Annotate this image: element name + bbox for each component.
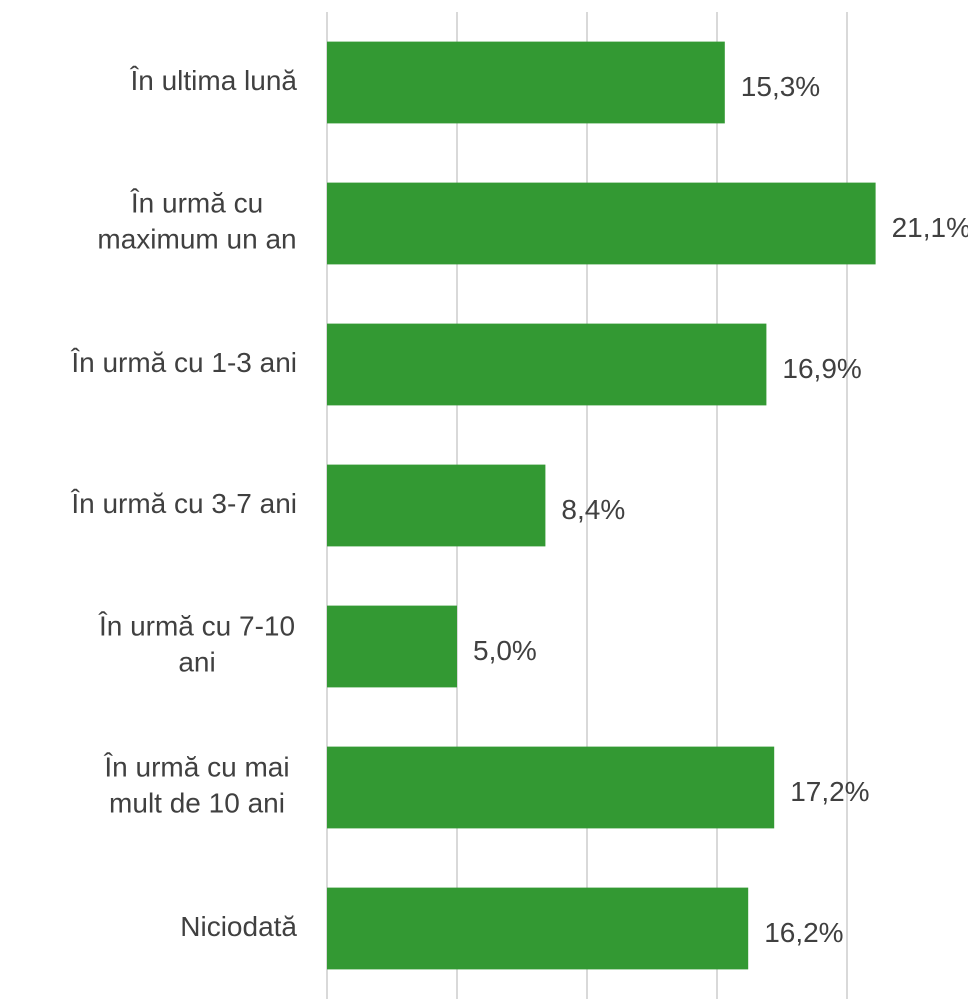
bar	[327, 41, 725, 124]
data-label: 16,2%	[764, 917, 843, 948]
data-label: 8,4%	[561, 494, 625, 525]
bar	[327, 605, 457, 688]
bar	[327, 182, 876, 265]
y-tick-label: În urmă cu mai mult de 10 ani	[103, 752, 289, 819]
bar	[327, 323, 767, 406]
y-tick-label: În urmă cu 1-3 ani	[70, 347, 297, 378]
bar	[327, 746, 775, 829]
data-label: 17,2%	[790, 776, 869, 807]
data-label: 5,0%	[473, 635, 537, 666]
data-label: 15,3%	[741, 71, 820, 102]
bar	[327, 887, 749, 970]
y-tick-label: În urmă cu 3-7 ani	[70, 488, 297, 519]
y-tick-label: În ultima lună	[129, 65, 297, 96]
y-tick-label: În urmă cu maximum un an	[97, 188, 296, 255]
bar	[327, 464, 546, 547]
data-label: 16,9%	[782, 353, 861, 384]
data-label: 21,1%	[892, 212, 968, 243]
y-tick-label: Niciodată	[180, 911, 297, 942]
y-tick-label: În urmă cu 7-10 ani	[98, 611, 295, 678]
